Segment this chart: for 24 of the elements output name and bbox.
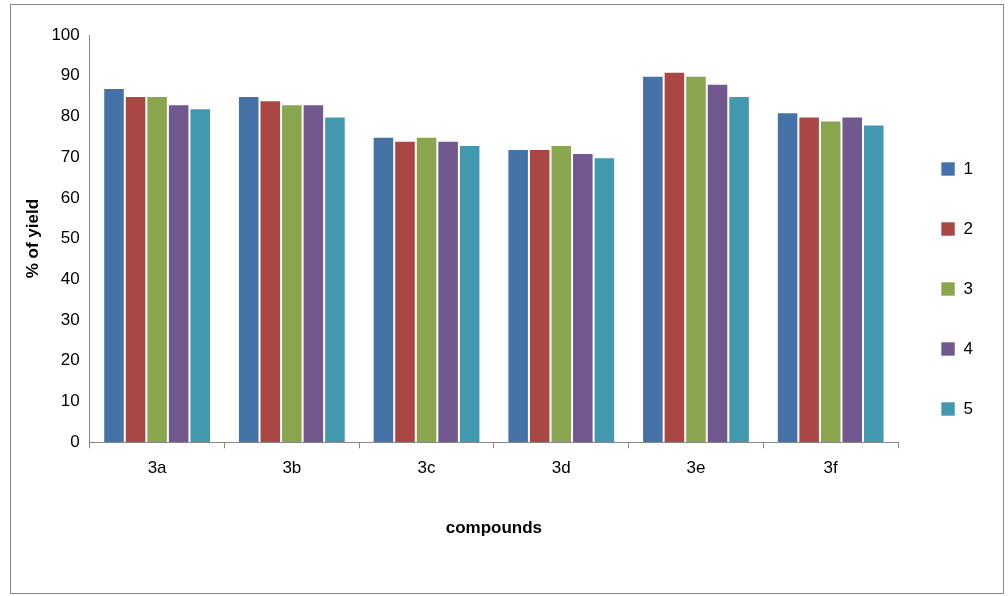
y-tick-label: 70: [60, 146, 80, 166]
y-tick-label: 20: [60, 350, 80, 370]
x-tick-label: 3f: [823, 458, 839, 478]
y-axis-title: % of yield: [22, 198, 42, 279]
y-tick-label: 10: [60, 391, 80, 411]
legend-label: 5: [963, 398, 974, 418]
x-tick-label: 3c: [417, 458, 437, 478]
legend-label: 2: [963, 218, 974, 238]
legend-label: 3: [963, 278, 974, 298]
y-tick-label: 30: [60, 309, 80, 329]
x-axis-title: compounds: [445, 518, 543, 538]
x-tick-label: 3d: [551, 458, 571, 478]
legend-label: 1: [963, 158, 974, 178]
y-tick-label: 100: [51, 24, 80, 44]
y-tick-label: 80: [60, 106, 80, 126]
x-tick-label: 3e: [686, 458, 706, 478]
y-tick-label: 50: [60, 228, 80, 248]
x-tick-label: 3a: [147, 458, 168, 478]
y-tick-label: 90: [60, 65, 80, 85]
y-tick-label: 60: [60, 187, 80, 207]
x-tick-label: 3b: [282, 458, 302, 478]
y-tick-label: 0: [70, 431, 80, 451]
legend-label: 4: [963, 338, 974, 358]
y-tick-label: 40: [60, 269, 80, 289]
